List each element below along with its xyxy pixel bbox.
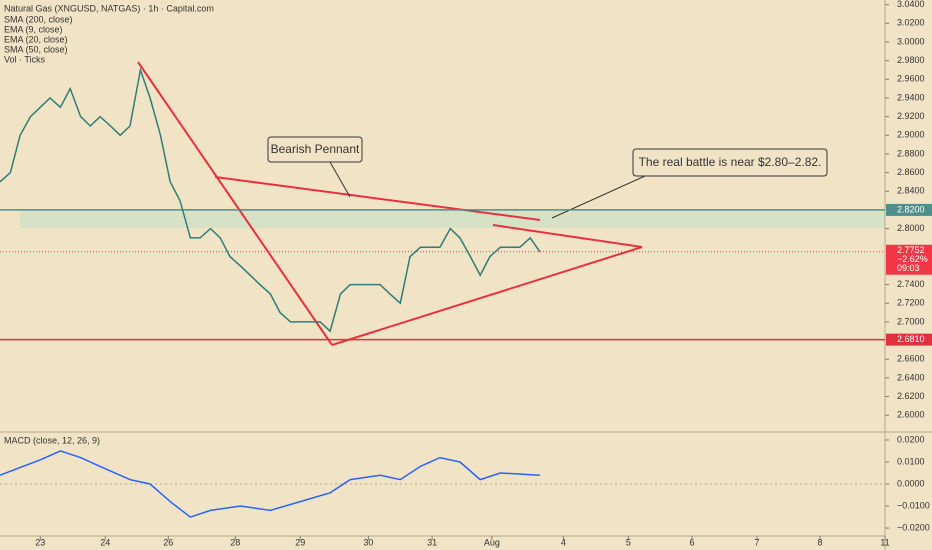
annotation: Bearish Pennant	[271, 142, 360, 156]
x-tick-label: 26	[163, 537, 173, 547]
flagpole-line	[137, 61, 333, 346]
y-tick-label: 2.9600	[897, 74, 925, 84]
price-line	[0, 67, 541, 333]
x-tick-label: Aug	[484, 537, 500, 547]
x-tick-label: 8	[818, 537, 823, 547]
y-tick-label: 2.6000	[897, 410, 925, 420]
pennant-upper	[214, 176, 541, 221]
x-tick-label: 7	[754, 537, 759, 547]
y-tick-label: 2.8000	[897, 223, 925, 233]
resistance-zone	[20, 210, 885, 228]
x-tick-label: 28	[230, 537, 240, 547]
pennant-drawing	[137, 61, 643, 346]
annotation: The real battle is near $2.80–2.82.	[639, 155, 822, 169]
level-label: 2.8200	[897, 204, 925, 214]
level-label-bg	[886, 333, 932, 346]
callout-box	[632, 148, 828, 177]
y-tick-label: 2.7200	[897, 298, 925, 308]
y-tick-label: 2.9200	[897, 111, 925, 121]
indicator-label: SMA (200, close)	[4, 14, 73, 24]
level-label: 2.6810	[897, 334, 925, 344]
price-line	[0, 450, 541, 518]
indicator-label: EMA (9, close)	[4, 24, 63, 34]
x-tick-label: 6	[690, 537, 695, 547]
y-tick-label: 2.7400	[897, 279, 925, 289]
countdown: 09:03	[897, 263, 920, 273]
last-price-box	[886, 244, 932, 275]
x-tick-label: 4	[561, 537, 566, 547]
pennant-tip	[492, 224, 643, 248]
indicator-label: EMA (20, close)	[4, 34, 68, 44]
chart-title: Natural Gas (XNGUSD, NATGAS) · 1h · Capi…	[4, 3, 214, 13]
x-tick-label: 29	[295, 537, 305, 547]
pane-title: MACD (close, 12, 26, 9)	[4, 435, 100, 445]
x-tick-label: 5	[626, 537, 631, 547]
y-tick-label: 0.0200	[897, 434, 925, 444]
pennant-lower	[331, 246, 643, 346]
y-tick-label: −0.0100	[897, 500, 930, 510]
callout-box	[267, 136, 363, 163]
y-tick-label: 3.0400	[897, 0, 925, 9]
y-tick-label: 3.0200	[897, 18, 925, 28]
y-tick-label: −0.0200	[897, 522, 930, 532]
callout-pointer	[329, 161, 351, 198]
y-tick-label: 0.0100	[897, 456, 925, 466]
x-tick-label: 23	[35, 537, 45, 547]
indicator-label: Vol · Ticks	[4, 54, 46, 64]
x-tick-label: 11	[880, 537, 889, 547]
y-tick-label: 3.0000	[897, 36, 925, 46]
last-change: −2.62%	[897, 254, 928, 264]
y-tick-label: 2.6200	[897, 391, 925, 401]
level-label-bg	[886, 203, 932, 216]
y-tick-label: 2.9400	[897, 92, 925, 102]
y-tick-label: 0.0000	[897, 478, 925, 488]
x-tick-label: 24	[100, 537, 110, 547]
y-tick-label: 2.8800	[897, 148, 925, 158]
y-tick-label: 2.7000	[897, 316, 925, 326]
y-tick-label: 2.8400	[897, 186, 925, 196]
callout-pointer	[551, 175, 646, 219]
x-tick-label: 31	[427, 537, 437, 547]
y-tick-label: 2.6600	[897, 354, 925, 364]
indicator-label: SMA (50, close)	[4, 44, 68, 54]
last-price: 2.7752	[897, 245, 925, 255]
y-tick-label: 2.9000	[897, 130, 925, 140]
y-tick-label: 2.9800	[897, 55, 925, 65]
y-tick-label: 2.8600	[897, 167, 925, 177]
x-tick-label: 30	[363, 537, 373, 547]
y-tick-label: 2.6400	[897, 372, 925, 382]
